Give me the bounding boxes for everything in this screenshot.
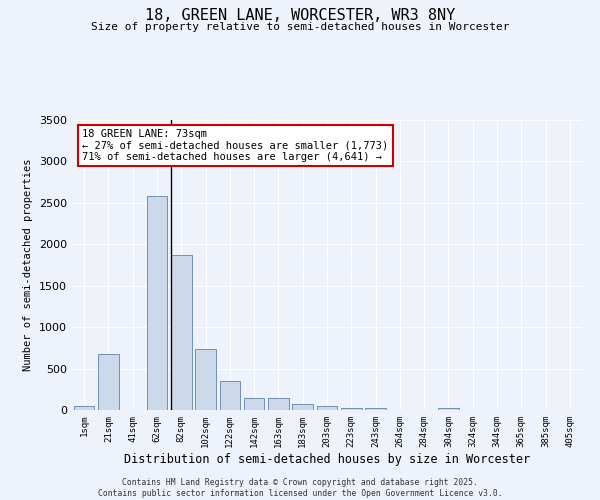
Text: 18, GREEN LANE, WORCESTER, WR3 8NY: 18, GREEN LANE, WORCESTER, WR3 8NY [145, 8, 455, 22]
Bar [146, 196, 167, 410]
Text: Size of property relative to semi-detached houses in Worcester: Size of property relative to semi-detach… [91, 22, 509, 32]
Bar [365, 408, 386, 410]
Bar [98, 354, 119, 410]
Bar [244, 398, 265, 410]
Bar [438, 408, 459, 410]
Y-axis label: Number of semi-detached properties: Number of semi-detached properties [23, 159, 34, 371]
Text: 18 GREEN LANE: 73sqm
← 27% of semi-detached houses are smaller (1,773)
71% of se: 18 GREEN LANE: 73sqm ← 27% of semi-detac… [82, 128, 388, 162]
Bar [268, 398, 289, 410]
X-axis label: Distribution of semi-detached houses by size in Worcester: Distribution of semi-detached houses by … [124, 452, 530, 466]
Text: Contains HM Land Registry data © Crown copyright and database right 2025.
Contai: Contains HM Land Registry data © Crown c… [98, 478, 502, 498]
Bar [195, 348, 216, 410]
Bar [171, 255, 191, 410]
Bar [341, 408, 362, 410]
Bar [317, 406, 337, 410]
Bar [74, 406, 94, 410]
Bar [220, 381, 240, 410]
Bar [292, 404, 313, 410]
